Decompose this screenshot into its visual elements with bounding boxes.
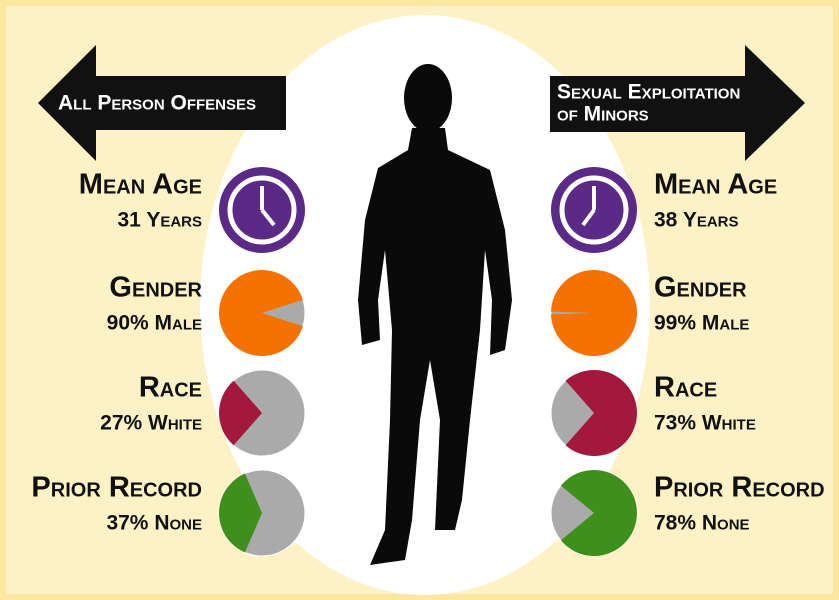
page: All Person Offenses Mean Age 31 Years Gende… <box>0 0 839 600</box>
stat-value: 27% White <box>100 412 202 435</box>
stat-value: 38 Years <box>654 209 739 232</box>
arrow-title: All Person Offenses <box>58 92 256 115</box>
stat-label: Gender <box>109 272 202 304</box>
infographic: All Person Offenses Mean Age 31 Years Gende… <box>0 0 839 600</box>
stat-label: Gender <box>654 272 747 304</box>
stat-label: Prior Record <box>31 472 202 504</box>
stat-label: Mean Age <box>79 169 202 201</box>
stat-label: Prior Record <box>654 472 825 504</box>
stat-value: 31 Years <box>118 209 203 232</box>
right-clock <box>551 167 637 253</box>
stat-value: 90% Male <box>107 312 202 335</box>
left-clock <box>219 167 305 253</box>
arrow-title: of Minors <box>557 103 649 126</box>
stat-value: 73% White <box>654 412 756 435</box>
stat-value: 99% Male <box>654 312 749 335</box>
stat-value: 37% None <box>106 512 202 535</box>
stat-value: 78% None <box>654 512 750 535</box>
stat-label: Race <box>139 372 202 404</box>
stat-label: Mean Age <box>654 169 777 201</box>
stat-label: Race <box>654 372 717 404</box>
arrow-title: Sexual Exploitation <box>557 81 740 104</box>
